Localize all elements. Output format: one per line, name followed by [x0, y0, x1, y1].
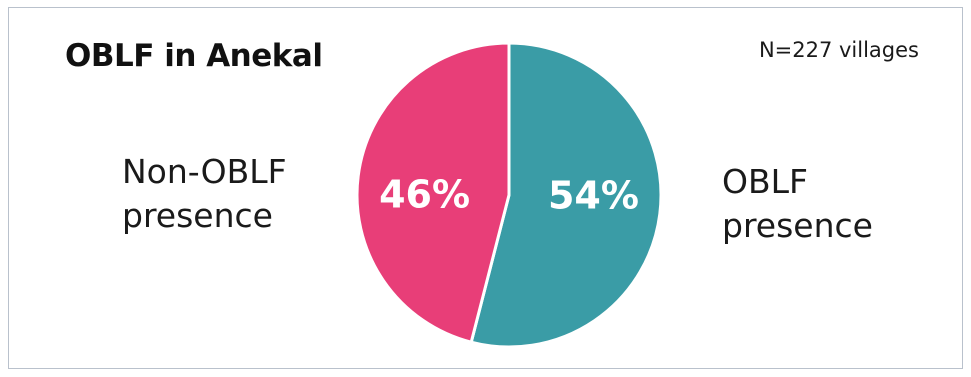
- slice-label-non-oblf: Non-OBLF presence: [122, 150, 287, 238]
- slice-label-oblf: OBLF presence: [722, 160, 873, 248]
- slice-label-oblf-line-1: OBLF: [722, 162, 808, 201]
- slice-label-oblf-line-2: presence: [722, 206, 873, 245]
- chart-title: OBLF in Anekal: [65, 38, 323, 74]
- slice-label-non-oblf-line-2: presence: [122, 196, 273, 235]
- pie-slice-non-oblf-presence: [355, 41, 511, 344]
- pie-slice-oblf-presence: [469, 41, 663, 349]
- pie-slice-value-non-oblf-presence: 46%: [379, 172, 470, 216]
- slice-label-non-oblf-line-1: Non-OBLF: [122, 152, 287, 191]
- pie-slice-value-oblf-presence: 54%: [548, 174, 639, 218]
- sample-size-note: N=227 villages: [758, 38, 919, 62]
